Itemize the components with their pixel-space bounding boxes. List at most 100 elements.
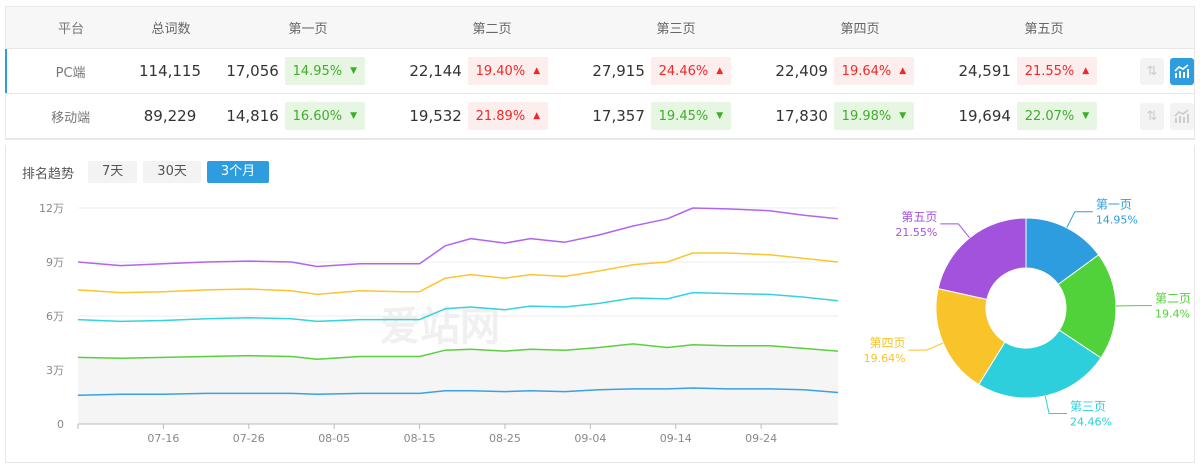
trend-panel: 排名趋势 7天 30天 3个月 [5,145,1195,463]
change-percent: 22.07% [1024,108,1075,124]
arrow-up-icon: ▲ [899,66,907,76]
x-tick-label: 07-16 [147,432,179,445]
area-fill [78,343,838,424]
slice-name-label: 第一页 [1096,198,1132,212]
y-tick-label: 6万 [46,310,64,323]
change-badge: 21.55% ▲ [1016,57,1097,85]
header-page5: 第五页 [1024,22,1064,37]
page-count: 22,409 [775,62,828,80]
arrow-down-icon: ▼ [350,111,358,121]
page-cell: 22,409 19.64% ▲ [754,57,937,85]
page-count: 17,056 [226,62,279,80]
page-count: 27,915 [592,62,645,80]
page-cell: 22,144 19.40% ▲ [388,57,571,85]
page-count: 24,591 [958,62,1011,80]
slice-percent-label: 24.46% [1070,416,1112,429]
header-page1: 第一页 [288,22,328,37]
donut-slice-3 [977,329,1102,399]
slice-percent-label: 14.95% [1096,214,1138,227]
donut-slice-4 [935,288,1006,386]
x-tick-label: 09-04 [574,432,606,445]
arrow-up-icon: ▲ [1082,66,1090,76]
platform-name: PC端 [55,65,86,81]
change-badge: 21.89% ▲ [467,102,548,130]
page-cell: 17,357 19.45% ▼ [571,102,754,130]
slice-name-label: 第五页 [901,210,937,224]
page-cell: 24,591 21.55% ▲ [937,57,1120,85]
change-percent: 14.95% [292,63,343,79]
change-percent: 19.45% [658,108,709,124]
page-cell: 19,694 22.07% ▼ [937,102,1120,130]
arrow-down-icon: ▼ [350,66,358,76]
sort-icon[interactable]: ⇅ [1139,57,1164,85]
donut-slice-5 [937,217,1027,300]
x-tick-label: 07-26 [233,432,265,445]
table-row[interactable]: 移动端 89,229 14,816 16.60% ▼ 19,532 21.89% ▲ 17… [6,94,1194,139]
sort-icon[interactable]: ⇅ [1139,102,1164,130]
arrow-down-icon: ▼ [899,111,907,121]
x-tick-label: 08-25 [489,432,521,445]
slice-name-label: 第二页 [1155,292,1191,306]
arrow-up-icon: ▲ [716,66,724,76]
label-leader-line [1044,395,1068,415]
change-badge: 14.95% ▼ [284,57,365,85]
page-count: 19,694 [958,107,1011,125]
label-leader-line [1066,211,1093,228]
change-badge: 22.07% ▼ [1016,102,1097,130]
x-tick-label: 09-24 [745,432,777,445]
change-badge: 19.98% ▼ [833,102,914,130]
change-percent: 19.64% [841,63,892,79]
change-badge: 19.45% ▼ [650,102,731,130]
arrow-down-icon: ▼ [716,111,724,121]
series-line-1 [77,343,839,360]
y-tick-label: 0 [57,418,64,431]
header-page3: 第三页 [656,22,696,37]
series-line-4 [77,207,839,268]
change-badge: 16.60% ▼ [284,102,365,130]
label-leader-line [908,342,944,351]
page-count: 17,357 [592,107,645,125]
trend-chart-icon[interactable] [1169,57,1194,85]
change-percent: 21.55% [1024,63,1075,79]
header-total: 总词数 [151,22,191,37]
slice-percent-label: 19.4% [1155,308,1190,321]
change-badge: 24.46% ▲ [650,57,731,85]
platform-ranking-table: 平台 总词数 第一页 第二页 第三页 第四页 第五页 PC端 114,115 17… [5,6,1195,140]
trend-label: 排名趋势 [22,166,75,182]
change-percent: 19.98% [841,108,892,124]
trend-chart-icon[interactable] [1169,102,1194,130]
y-tick-label: 12万 [39,202,64,215]
change-percent: 16.60% [292,108,343,124]
slice-percent-label: 19.64% [864,352,906,365]
trend-controls: 排名趋势 7天 30天 3个月 [22,161,270,183]
range-3m-button[interactable]: 3个月 [206,161,270,183]
page-count: 17,830 [775,107,828,125]
range-7d-button[interactable]: 7天 [88,161,138,183]
total-keywords: 89,229 [143,107,197,125]
page-cell: 19,532 21.89% ▲ [388,102,571,130]
range-30d-button[interactable]: 30天 [143,161,201,183]
total-keywords: 114,115 [138,62,202,80]
page-count: 22,144 [409,62,462,80]
x-tick-label: 08-05 [318,432,350,445]
y-tick-label: 3万 [46,364,64,377]
page-count: 14,816 [226,107,279,125]
table-row[interactable]: PC端 114,115 17,056 14.95% ▼ 22,144 19.40% ▲ 2… [5,49,1194,94]
change-percent: 24.46% [658,63,709,79]
platform-name: 移动端 [51,110,91,126]
page-cell: 17,830 19.98% ▼ [754,102,937,130]
series-line-2 [77,291,839,323]
series-line-3 [77,252,839,296]
arrow-up-icon: ▲ [533,66,541,76]
label-leader-line [940,223,971,239]
slice-name-label: 第四页 [870,336,906,350]
arrow-down-icon: ▼ [1082,111,1090,121]
change-badge: 19.40% ▲ [467,57,548,85]
y-tick-label: 9万 [46,256,64,269]
x-tick-label: 08-15 [404,432,436,445]
page-cell: 17,056 14.95% ▼ [205,57,388,85]
page-cell: 14,816 16.60% ▼ [205,102,388,130]
slice-name-label: 第三页 [1070,400,1106,414]
page-count: 19,532 [409,107,462,125]
